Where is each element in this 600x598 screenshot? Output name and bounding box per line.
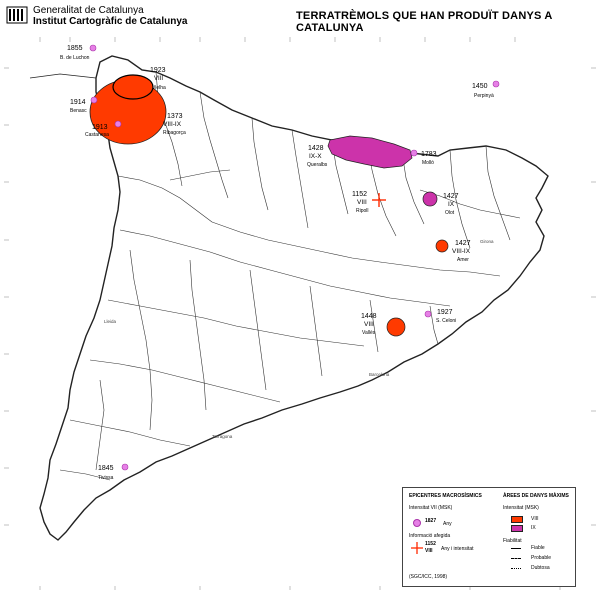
- epicentre-1913: [114, 120, 122, 128]
- label-1448-place: Vallès: [362, 330, 376, 336]
- label-1427-olot-place: Olot: [445, 210, 455, 216]
- epicentre-1783: [410, 149, 418, 157]
- legend-areas-intensity: Intensitat (MSK): [503, 505, 539, 511]
- map-title: TERRATRÈMOLS QUE HAN PRODUÏT DANYS A CAT…: [296, 10, 553, 34]
- label-1855-year: 1855: [67, 45, 83, 52]
- legend-source: (SGC/ICC, 1998): [409, 574, 448, 580]
- legend-probable: Probable: [531, 555, 552, 561]
- area-1428-queralbs: [327, 135, 413, 169]
- legend-intensity-vii: Intensitat VII (MSK): [409, 505, 453, 511]
- label-1914-place: Benasc: [70, 108, 87, 114]
- cross-1152-ripoll: [372, 193, 386, 207]
- label-1152-place: Ripoll: [356, 208, 369, 214]
- label-1428-year: 1428: [308, 145, 324, 152]
- label-1913-year: 1913: [92, 124, 108, 131]
- legend-epicentres-title: EPICENTRES MACROSÍSMICS: [409, 493, 482, 499]
- legend-info-title: Informació afegida: [409, 533, 451, 539]
- label-1448-year: 1448: [361, 313, 377, 320]
- organization-name: Generalitat de Catalunya Institut Cartog…: [33, 5, 187, 27]
- label-1855-place: B. de Luchon: [60, 55, 90, 61]
- legend-line-dubious: [511, 568, 521, 569]
- legend-epicentre-caption: Any: [443, 521, 452, 527]
- label-1923-place: Vielha: [152, 85, 166, 91]
- epicentre-1914: [90, 96, 98, 104]
- label-1373-year: 1373: [167, 113, 183, 120]
- label-1448-int: VIII: [364, 321, 374, 328]
- legend-cross-icon: [411, 542, 423, 554]
- label-1427-amer-year: 1427: [455, 240, 471, 247]
- area-1448-valles: [386, 317, 406, 337]
- town-girona: Girona: [480, 239, 494, 244]
- label-1845-year: 1845: [98, 465, 114, 472]
- label-1783-place: Molló: [422, 160, 434, 166]
- earthquake-labels: 1855 B. de Luchon 1923 VIII Vielha 1914 …: [60, 45, 494, 481]
- label-1427-amer-int: VIII-IX: [452, 248, 471, 255]
- generalitat-logo: [6, 6, 28, 24]
- legend-line-reliable: [511, 548, 521, 549]
- legend-area-vii-swatch: [511, 516, 523, 523]
- legend-cross-year: 1152: [425, 541, 436, 547]
- label-1152-year: 1152: [352, 191, 367, 198]
- label-1927-year: 1927: [437, 309, 453, 316]
- legend-epicentre-year: 1827: [425, 518, 437, 524]
- border-line: [29, 73, 97, 79]
- legend-dubious: Dubtosa: [531, 565, 550, 571]
- label-1923-year: 1923: [150, 67, 166, 74]
- area-1923-vielha: [112, 74, 154, 100]
- area-1427-olot: [422, 191, 438, 207]
- legend-cross-int: VIII: [425, 548, 433, 554]
- town-lleida: Lleida: [104, 319, 117, 324]
- org-line-1: Generalitat de Catalunya: [33, 5, 144, 16]
- town-barcelona: Barcelona: [369, 372, 390, 377]
- label-1428-int: IX-X: [309, 153, 322, 160]
- legend-epicentre-dot: [413, 519, 421, 527]
- label-1427-olot-int: IX: [448, 201, 455, 208]
- label-1450-year: 1450: [472, 83, 488, 90]
- label-1845-place: Tivissa: [98, 475, 114, 481]
- org-line-2: Institut Cartogràfic de Catalunya: [33, 16, 188, 27]
- legend-areas-title: ÀREES DE DANYS MÀXIMS: [503, 493, 569, 499]
- legend-area-ix-label: IX: [531, 525, 536, 531]
- label-1914-year: 1914: [70, 99, 86, 106]
- label-1783-year: 1783: [421, 151, 437, 158]
- label-1428-place: Queralbs: [307, 162, 328, 168]
- label-1373-int: VIII-IX: [163, 121, 182, 128]
- epicentre-1927: [424, 310, 432, 318]
- label-1927-place: S. Celoni: [436, 318, 456, 324]
- town-tarragona: Tarragona: [212, 434, 233, 439]
- legend-reliability-title: Fiabilitat: [503, 538, 522, 544]
- epicentre-1450: [492, 80, 500, 88]
- legend-line-probable: [511, 558, 521, 559]
- legend-area-vii-label: VIII: [531, 516, 539, 522]
- label-1923-int: VIII: [154, 76, 163, 82]
- legend-cross-caption: Any i intensitat: [441, 546, 474, 552]
- area-1427-amer: [435, 239, 449, 253]
- epicentre-1855: [89, 44, 97, 52]
- label-1152-int: VIII: [357, 199, 367, 206]
- epicentre-markers: [89, 44, 500, 471]
- legend-area-ix-swatch: [511, 525, 523, 532]
- label-1373-place: Ribagorça: [163, 130, 186, 136]
- label-1427-olot-year: 1427: [443, 193, 459, 200]
- epicentre-1845: [121, 463, 129, 471]
- label-1913-place: Castanesa: [85, 132, 109, 138]
- legend-reliable: Fiable: [531, 545, 545, 551]
- coordinate-ticks: [4, 37, 596, 590]
- label-1427-amer-place: Amer: [457, 257, 469, 263]
- map-legend: EPICENTRES MACROSÍSMICS Intensitat VII (…: [402, 487, 576, 587]
- label-1450-place: Perpinyà: [474, 93, 494, 99]
